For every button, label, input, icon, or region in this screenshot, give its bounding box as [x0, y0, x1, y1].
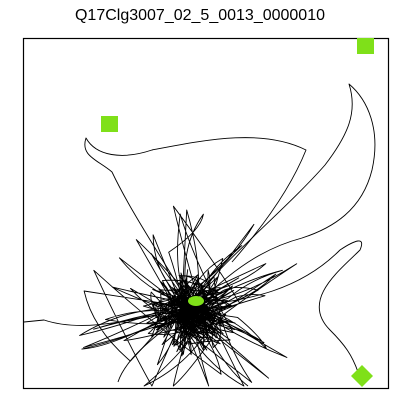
trajectory-excursion [84, 137, 307, 303]
arena-frame [22, 37, 390, 390]
plot-title: Q17Clg3007_02_5_0013_0000010 [75, 7, 325, 24]
trajectory-core [79, 205, 298, 387]
goal-marker [351, 365, 373, 387]
center-marker [188, 296, 204, 306]
corner-marker [357, 38, 374, 54]
trajectory-excursion [195, 240, 362, 373]
trajectory [23, 83, 376, 387]
trajectory-excursion [191, 83, 376, 303]
start-marker [101, 116, 118, 132]
